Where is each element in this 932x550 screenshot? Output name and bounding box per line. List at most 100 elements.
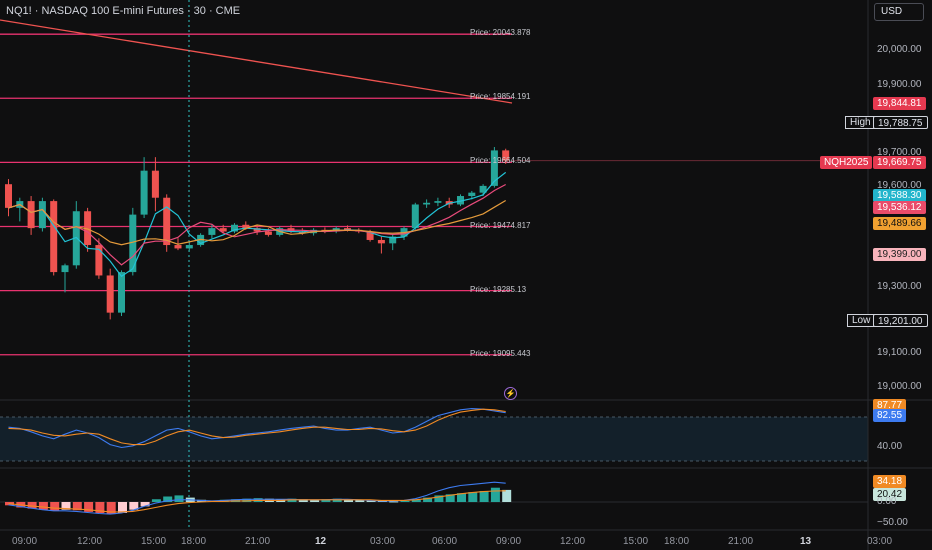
macd-histogram-bar <box>38 502 48 510</box>
macd-histogram-bar <box>310 499 320 502</box>
candle-body <box>468 192 476 197</box>
macd-histogram-bar <box>118 502 127 513</box>
macd-histogram-bar <box>151 499 161 502</box>
high-label: High <box>845 116 876 129</box>
candle-body <box>118 272 125 313</box>
ma-orange-line <box>8 199 507 246</box>
price-axis-tick: 19,000.00 <box>877 381 922 392</box>
price-line-label[interactable]: Price: 20043.878 <box>470 28 531 37</box>
macd-histogram-bar <box>95 502 105 513</box>
price-line-label[interactable]: Price: 19285.13 <box>470 285 527 294</box>
macd-histogram-bar <box>61 502 71 510</box>
macd-histogram-bar <box>106 502 116 515</box>
macd-histogram-bar <box>332 498 342 502</box>
high-price-tag: 19,788.75 <box>873 116 928 129</box>
candle-body <box>5 184 12 208</box>
time-axis-label: 12 <box>315 536 327 547</box>
price-axis-tick: 19,300.00 <box>877 281 922 292</box>
macd-axis-tick: 0.00 <box>877 496 897 507</box>
macd-histogram-bar <box>129 502 139 510</box>
candle-body <box>264 231 272 235</box>
price-line-label[interactable]: Price: 19664.504 <box>470 156 531 165</box>
macd-histogram-bar <box>287 498 297 502</box>
macd-histogram-bar <box>50 502 60 511</box>
ma-pink-price-tag: 19,536.12 <box>873 201 926 214</box>
ma-cyan-price-tag: 19,588.30 <box>873 189 926 202</box>
lightning-icon[interactable]: ⚡ <box>504 387 517 400</box>
candle-body <box>253 228 261 232</box>
macd-histogram-bar <box>27 502 37 509</box>
time-axis-label: 21:00 <box>728 536 754 547</box>
ma-red-price-tag: 19,844.81 <box>873 97 926 110</box>
macd-histogram-bar <box>400 500 410 502</box>
candle-body <box>151 170 159 198</box>
ma-cyan-line <box>8 171 507 278</box>
stochastic-d-line <box>8 408 506 446</box>
price-axis-tick: 19,600.00 <box>877 180 922 191</box>
macd-histogram-bar <box>174 495 184 502</box>
time-axis-label: 06:00 <box>432 536 458 547</box>
macd-histogram-bar <box>468 492 478 502</box>
candle-body <box>479 185 487 193</box>
candle-body <box>140 170 148 215</box>
candle-body <box>231 224 238 232</box>
macd-signal-line <box>8 490 506 513</box>
time-axis-label: 09:00 <box>496 536 522 547</box>
stochastic-k-line <box>8 408 506 449</box>
time-axis-label: 15:00 <box>623 536 649 547</box>
candle-body <box>366 231 374 240</box>
macd-histogram-bar <box>298 499 308 502</box>
time-axis-label: 03:00 <box>370 536 396 547</box>
candle-body <box>174 245 182 249</box>
macd-histogram-bar <box>434 495 444 502</box>
last-price-tag: 19,669.75 <box>873 156 926 169</box>
candle-body <box>61 265 69 273</box>
macd-histogram-bar <box>72 502 82 511</box>
candle-body <box>72 211 80 266</box>
osc-axis-tick: 40.00 <box>877 441 903 452</box>
candle-body <box>411 204 419 229</box>
macd-histogram-bar <box>411 499 421 502</box>
time-axis-label: 13 <box>800 536 812 547</box>
candle-body <box>457 196 464 205</box>
time-axis-label: 18:00 <box>181 536 207 547</box>
osc-blue-tag: 82.55 <box>873 409 907 422</box>
low-label: Low <box>847 314 876 327</box>
price-line-label[interactable]: Price: 19095.443 <box>470 349 531 358</box>
candle-body <box>129 214 137 273</box>
time-axis-label: 09:00 <box>12 536 38 547</box>
ma-pink-line <box>8 183 506 266</box>
macd-histogram-bar <box>479 491 489 502</box>
candle-body <box>242 224 250 229</box>
macd-histogram-bar <box>389 501 399 503</box>
macd-histogram-bar <box>140 502 150 507</box>
macd-axis-tick: −50.00 <box>877 517 908 528</box>
candle-body <box>106 275 114 313</box>
candle-body <box>490 150 498 186</box>
macd-histogram-bar <box>423 497 433 502</box>
time-axis-label: 12:00 <box>77 536 103 547</box>
candle-body <box>377 239 385 244</box>
macd-histogram-bar <box>344 499 353 502</box>
time-axis-label: 12:00 <box>560 536 586 547</box>
macd-histogram-bar <box>490 487 500 502</box>
candle-body <box>434 201 442 203</box>
candle-body <box>84 211 92 246</box>
time-axis-label: 18:00 <box>664 536 690 547</box>
macd-histogram-bar <box>457 493 466 502</box>
ma-orange-price-tag: 19,489.66 <box>873 217 926 230</box>
price-line-label[interactable]: Price: 19474.817 <box>470 221 531 230</box>
macd-signal-tag: 20.42 <box>873 488 907 501</box>
candle-body <box>27 201 35 229</box>
contract-name-tag: NQH2025 <box>820 156 873 169</box>
symbol-title[interactable]: NQ1! · NASDAQ 100 E-mini Futures · 30 · … <box>6 5 241 17</box>
candle-body <box>38 201 46 229</box>
macd-histogram-bar <box>502 489 512 502</box>
macd-line-tag: 34.18 <box>873 475 907 488</box>
candle-body <box>423 202 431 205</box>
price-line-label[interactable]: Price: 19854.191 <box>470 92 531 101</box>
currency-button[interactable]: USD <box>874 3 924 21</box>
time-axis-label: 21:00 <box>245 536 271 547</box>
